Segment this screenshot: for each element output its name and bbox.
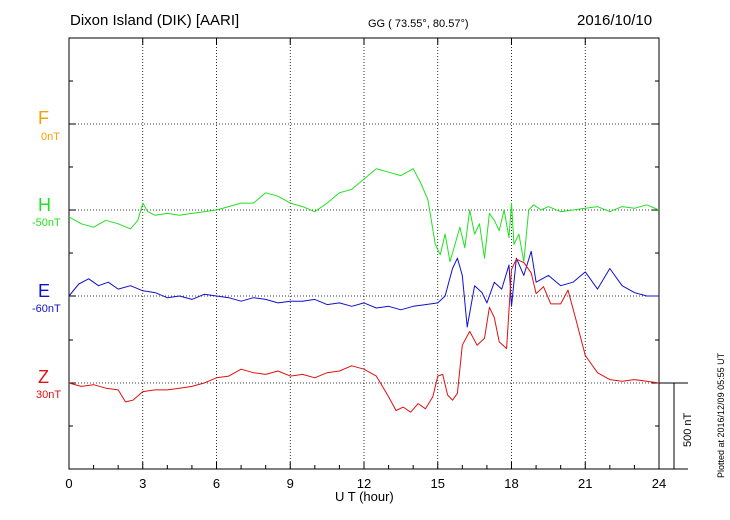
component-label-z: Z <box>38 367 49 387</box>
x-tick-label: 9 <box>287 476 294 491</box>
component-label-h: H <box>38 195 51 215</box>
baseline-label-h: -50nT <box>32 217 61 229</box>
component-label-e: E <box>38 281 51 301</box>
x-tick-label: 3 <box>139 476 146 491</box>
x-tick-label: 12 <box>357 476 371 491</box>
x-tick-label: 0 <box>65 476 72 491</box>
geo-coordinates: GG ( 73.55°, 80.57°) <box>368 18 469 30</box>
series-line-z <box>68 258 660 413</box>
series-lines <box>68 168 660 413</box>
baseline-label-z: 30nT <box>36 389 62 401</box>
plotted-timestamp: Plotted at 2016/12/09 05:55 UT <box>716 352 726 478</box>
component-label-f: F <box>38 108 49 128</box>
series-line-e <box>68 250 659 328</box>
x-tick-label: 21 <box>578 476 592 491</box>
station-title: Dixon Island (DIK) [AARI] <box>70 12 240 29</box>
grid <box>69 38 659 469</box>
x-tick-label: 15 <box>431 476 445 491</box>
series-line-h <box>68 168 660 263</box>
x-axis-ticks: 0 3 6 9 12 15 18 21 24 <box>65 38 666 491</box>
x-axis-label: U T (hour) <box>335 489 394 504</box>
baseline-label-e: -60nT <box>32 303 61 315</box>
plot-date: 2016/10/10 <box>577 12 653 29</box>
x-tick-label: 18 <box>504 476 518 491</box>
scale-bar <box>659 382 688 470</box>
baseline-label-f: 0nT <box>41 131 60 143</box>
x-tick-label: 6 <box>213 476 220 491</box>
x-tick-label: 24 <box>652 476 666 491</box>
scale-bar-label: 500 nT <box>682 412 694 447</box>
